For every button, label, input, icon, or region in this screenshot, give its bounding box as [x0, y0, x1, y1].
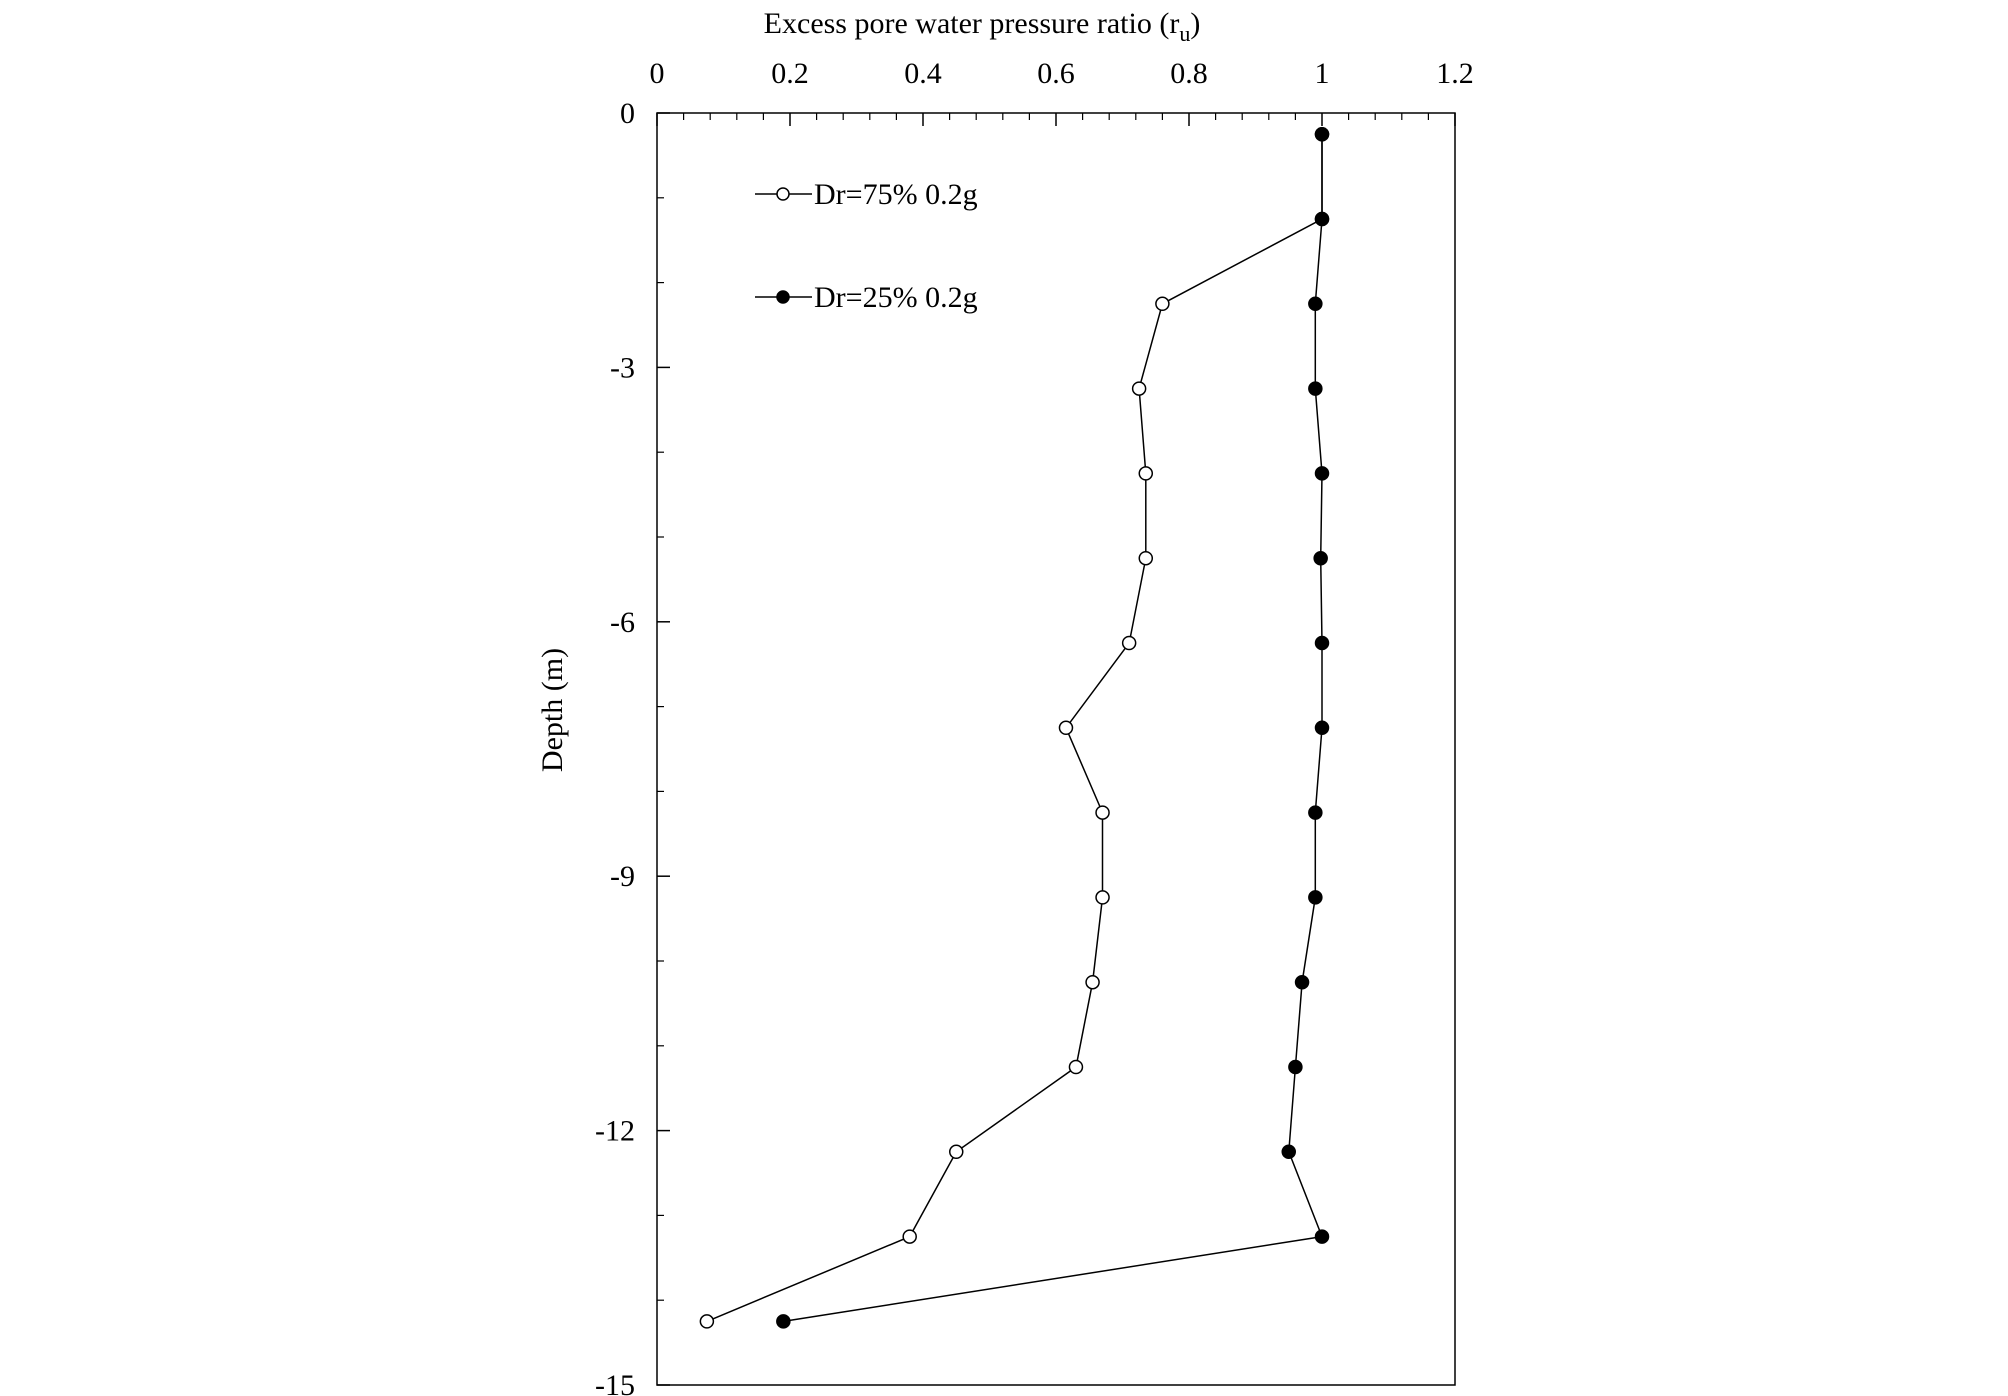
y-tick-label: -12	[595, 1115, 635, 1148]
x-tick-label: 0.4	[904, 57, 942, 90]
data-point-filled	[1308, 890, 1323, 905]
series-line	[706, 134, 1323, 1323]
legend-label-dr75: Dr=75% 0.2g	[814, 178, 978, 211]
data-point-filled	[1313, 550, 1328, 566]
x-tick-label: 0.8	[1170, 57, 1208, 90]
x-axis-title-main: Excess pore water pressure ratio (r	[764, 7, 1180, 40]
series-layer	[699, 126, 1330, 1329]
legend-marker-open-circle-icon	[776, 187, 790, 201]
axes: 0 0.2 0.4 0.6 0.8 1 1.2 0 -3 -6 -9 -12 -15	[595, 57, 1474, 1396]
data-point-filled	[1314, 126, 1330, 142]
data-point-open	[1095, 805, 1110, 820]
data-point-filled	[1308, 296, 1323, 312]
x-axis-title-suffix: )	[1190, 7, 1200, 40]
legend-marker-filled-circle-icon	[776, 290, 790, 304]
data-point-open	[1131, 381, 1147, 396]
legend-label-dr25: Dr=25% 0.2g	[814, 281, 978, 314]
data-point-open	[1121, 635, 1137, 651]
x-axis-title: Excess pore water pressure ratio (ru)	[764, 7, 1201, 46]
series-dr25	[776, 126, 1330, 1329]
data-point-open	[699, 1314, 715, 1329]
data-point-open	[902, 1229, 917, 1244]
series-dr75	[699, 126, 1330, 1329]
data-point-filled	[1288, 1059, 1303, 1075]
y-tick-label: -9	[610, 860, 635, 893]
data-point-open	[1068, 1059, 1084, 1075]
legend: Dr=75% 0.2g Dr=25% 0.2g	[755, 178, 978, 314]
data-point-filled	[1314, 211, 1330, 227]
data-point-filled	[1314, 720, 1330, 736]
x-tick-label: 1.2	[1436, 57, 1474, 90]
y-tick-label: -6	[610, 606, 635, 639]
y-tick-label: 0	[620, 97, 635, 130]
data-point-filled	[776, 1314, 791, 1329]
data-point-filled	[1281, 1144, 1296, 1160]
x-tick-label: 0.2	[771, 57, 809, 90]
plot-frame	[656, 112, 1456, 1386]
data-point-filled	[1308, 805, 1323, 820]
data-point-filled	[1314, 466, 1330, 481]
y-tick-label: -3	[610, 351, 635, 384]
y-axis-title: Depth (m)	[536, 648, 569, 772]
data-point-open	[1138, 466, 1154, 481]
data-point-open	[1155, 296, 1170, 312]
x-tick-label: 0.6	[1037, 57, 1075, 90]
data-point-open	[1138, 550, 1154, 566]
data-point-open	[1085, 974, 1100, 990]
x-axis-title-subscript: u	[1179, 21, 1190, 46]
data-point-open	[1058, 720, 1074, 736]
data-point-filled	[1314, 635, 1330, 651]
data-point-open	[949, 1144, 964, 1160]
y-tick-label: -15	[595, 1369, 635, 1396]
x-tick-label: 0	[650, 57, 665, 90]
x-tick-label: 1	[1315, 57, 1330, 90]
data-point-filled	[1314, 1229, 1330, 1244]
data-point-filled	[1308, 381, 1323, 396]
data-point-filled	[1294, 974, 1310, 990]
data-point-open	[1095, 890, 1110, 905]
